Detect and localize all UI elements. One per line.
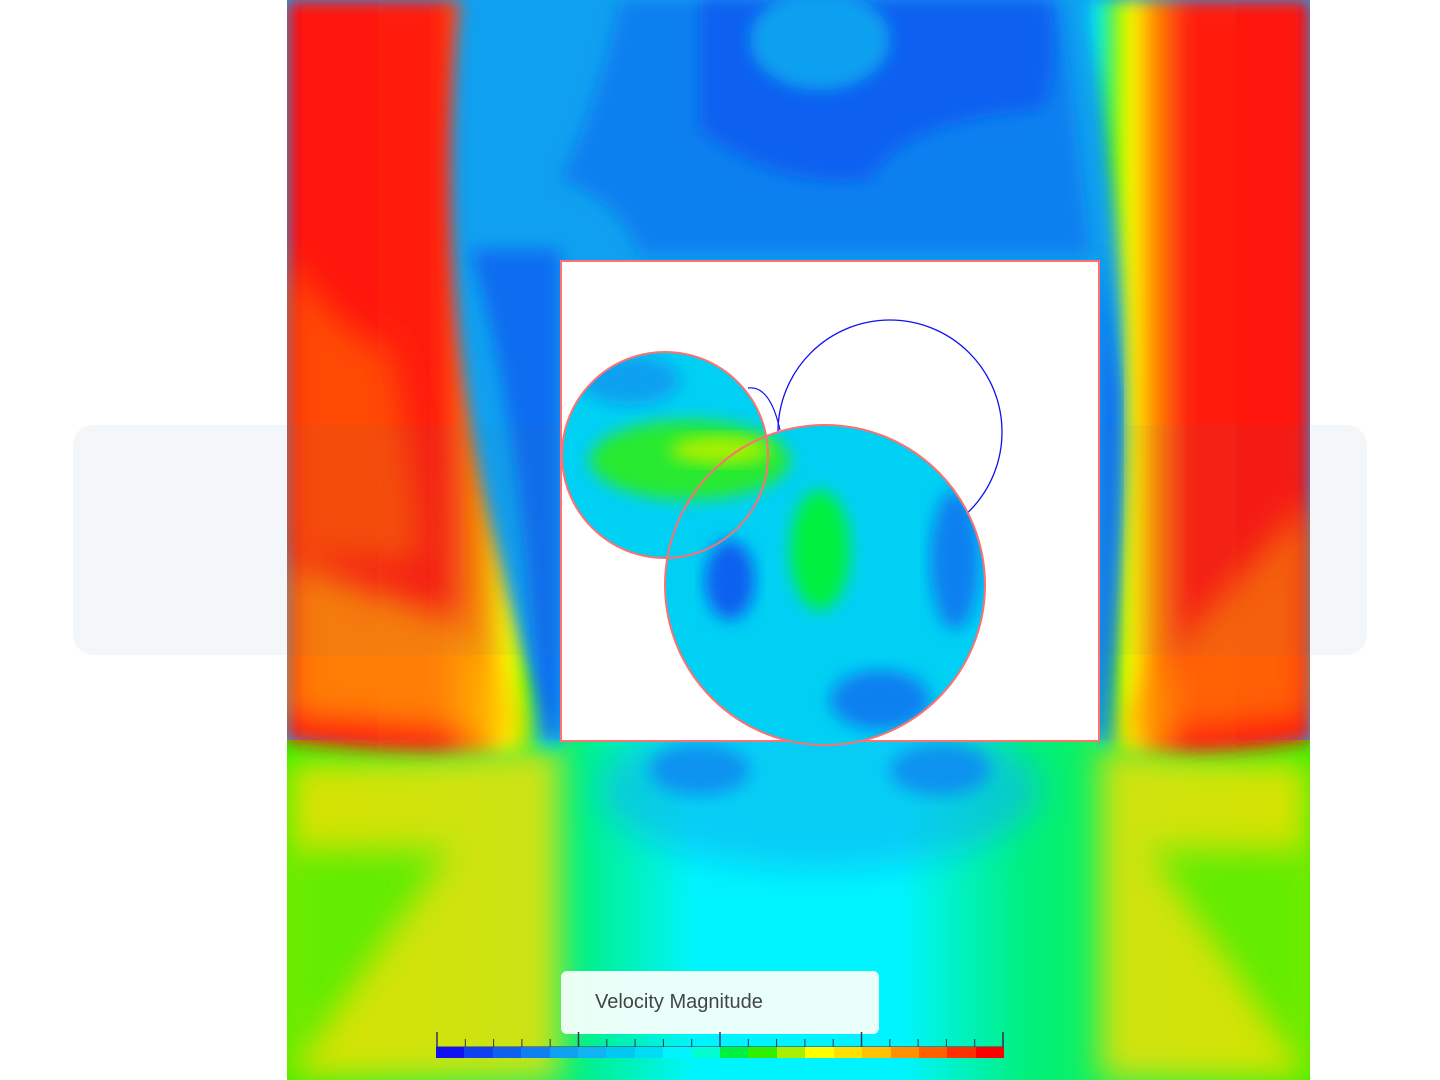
legend-color-bin	[805, 1047, 834, 1058]
legend-color-bin	[634, 1047, 664, 1058]
legend-color-bin	[862, 1047, 891, 1058]
legend-color-bin	[663, 1047, 692, 1058]
legend-color-bin	[748, 1047, 777, 1058]
legend-color-bin	[492, 1047, 522, 1058]
legend-color-bin	[918, 1047, 948, 1058]
legend-color-bin	[890, 1047, 919, 1058]
legend-color-bin	[436, 1047, 465, 1058]
legend-color-bin	[691, 1047, 721, 1058]
outline-arc	[747, 387, 781, 431]
legend-color-bin	[947, 1047, 976, 1058]
velocity-field	[287, 0, 1310, 1080]
legend-color-bin	[720, 1047, 749, 1058]
legend-color-bin	[776, 1047, 806, 1058]
legend-ticks	[436, 1032, 1004, 1047]
legend-color-bin	[975, 1047, 1005, 1058]
legend-color-bin	[464, 1047, 493, 1058]
legend-color-bin	[578, 1047, 607, 1058]
legend-color-bin	[521, 1047, 550, 1058]
legend-color-bin	[549, 1047, 579, 1058]
legend-color-bin	[833, 1047, 863, 1058]
legend-color-bin	[606, 1047, 635, 1058]
legend-colorbar	[436, 1047, 1005, 1058]
legend-panel: Velocity Magnitude	[561, 971, 879, 1034]
legend-title: Velocity Magnitude	[595, 991, 763, 1013]
